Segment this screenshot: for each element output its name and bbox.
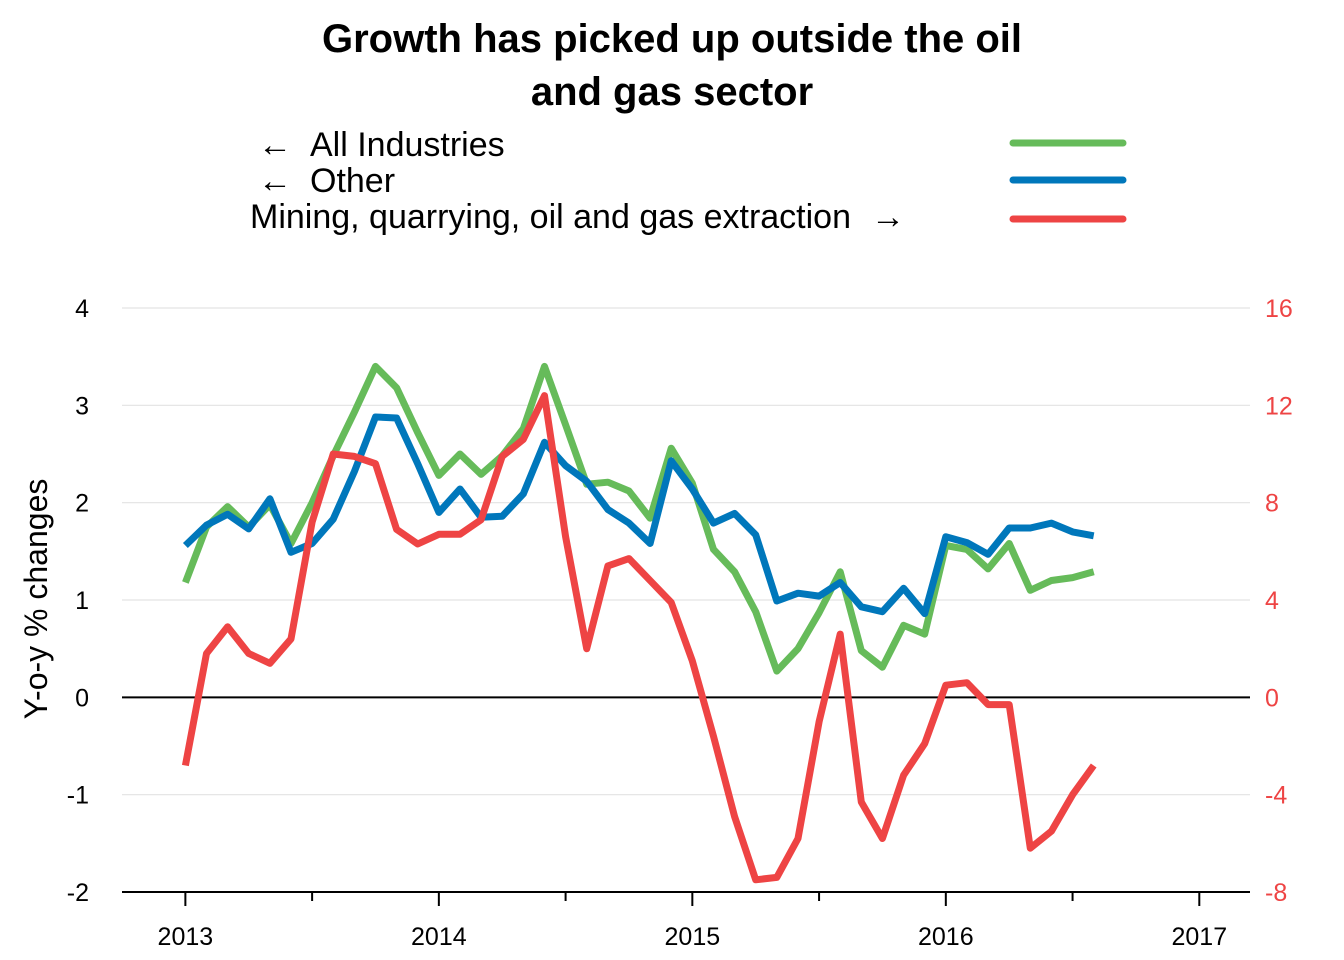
right-tick-label: 0 (1265, 684, 1279, 712)
left-tick-label: 0 (75, 684, 89, 712)
axes (122, 696, 1250, 906)
series-line-all-industries (182, 362, 1095, 675)
legend-arrow-left-icon: ← (258, 126, 292, 164)
right-tick-label: -4 (1265, 782, 1287, 810)
y-axis-label: Y-o-y % changes (18, 479, 54, 720)
right-tick-label: 4 (1265, 587, 1279, 615)
right-tick-label: -8 (1265, 879, 1287, 907)
left-tick-label: 1 (75, 587, 89, 615)
x-tick-label: 2016 (918, 923, 974, 951)
legend-label-other: ← Other (258, 162, 395, 200)
legend-text-all-industries: All Industries (310, 126, 505, 164)
legend-label-mining: Mining, quarrying, oil and gas extractio… (250, 198, 905, 236)
right-tick-label: 16 (1265, 295, 1293, 323)
series-line-mining-quarrying-oil-and-gas-extraction (181, 392, 1097, 884)
series-lines (181, 362, 1097, 884)
left-tick-label: -1 (67, 782, 89, 810)
right-axis-ticks: -8 -4 0 4 8 12 16 (1265, 295, 1293, 907)
x-tick-label: 2017 (1171, 923, 1227, 951)
left-axis-ticks: -2 -1 0 1 2 3 4 (67, 295, 89, 907)
left-tick-label: 3 (75, 392, 89, 420)
legend: ← All Industries ← Other Mining, quarrying… (250, 126, 1127, 236)
legend-text-other: Other (310, 162, 395, 200)
left-tick-label: 2 (75, 490, 89, 518)
legend-text-mining: Mining, quarrying, oil and gas extractio… (250, 198, 851, 236)
series-line-other (182, 413, 1095, 618)
right-tick-label: 12 (1265, 392, 1293, 420)
legend-arrow-right-icon: → (871, 198, 905, 236)
x-tick-label: 2015 (665, 923, 721, 951)
x-axis-ticks: 2013 2014 2015 2016 2017 (158, 923, 1228, 951)
legend-label-all-industries: ← All Industries (258, 126, 505, 164)
chart-title-line-1: Growth has picked up outside the oil (322, 17, 1022, 61)
chart-title-line-2: and gas sector (531, 70, 813, 114)
legend-entry-all-industries: ← All Industries (258, 126, 1127, 164)
legend-entry-mining: Mining, quarrying, oil and gas extractio… (250, 198, 1127, 236)
x-tick-label: 2014 (411, 923, 467, 951)
legend-arrow-left-icon: ← (258, 162, 292, 200)
right-tick-label: 8 (1265, 490, 1279, 518)
left-tick-label: -2 (67, 879, 89, 907)
left-tick-label: 4 (75, 295, 89, 323)
x-tick-label: 2013 (158, 923, 214, 951)
chart-title: Growth has picked up outside the oil and… (322, 17, 1022, 114)
legend-entry-other: ← Other (258, 162, 1127, 200)
